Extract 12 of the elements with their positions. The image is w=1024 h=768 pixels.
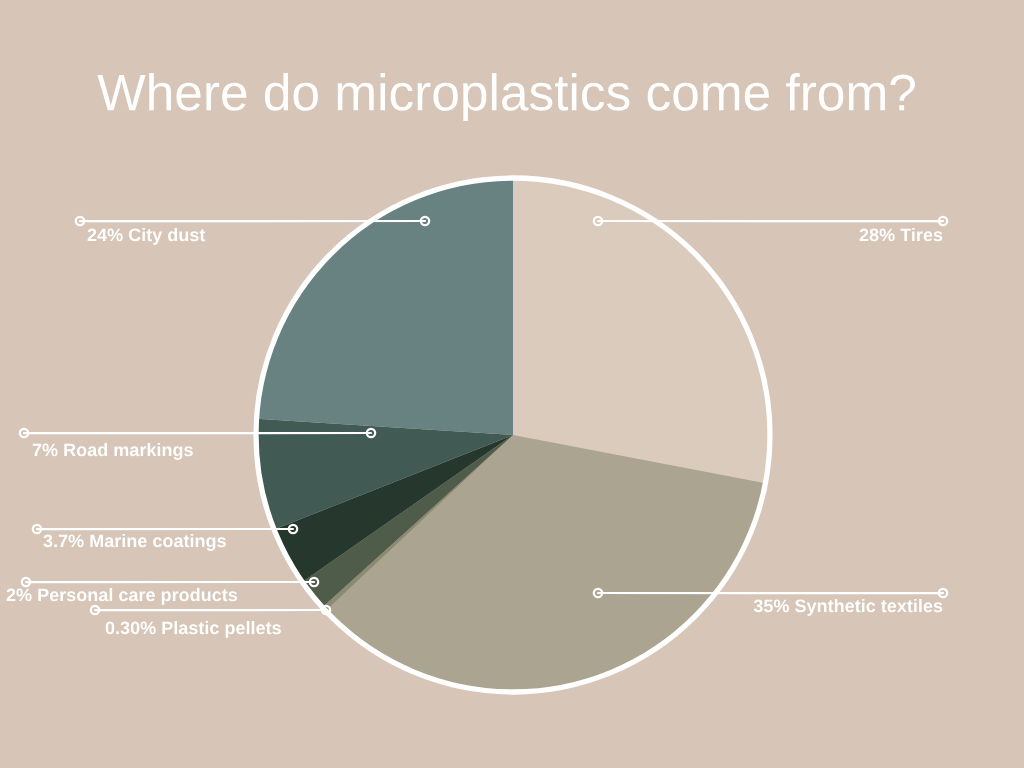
slice-label: 24% City dust <box>87 228 206 245</box>
slice-label: 0.30% Plastic pellets <box>105 621 281 638</box>
slice-label: 7% Road markings <box>32 443 193 460</box>
pie-slice <box>513 178 770 484</box>
slice-label: 2% Personal care products <box>6 588 238 605</box>
pie-slice <box>256 178 513 435</box>
slice-label: 3.7% Marine coatings <box>43 534 226 551</box>
pie-slice <box>256 418 513 530</box>
pie-slice <box>274 435 513 583</box>
chart-title: Where do microplastics come from? <box>97 73 915 121</box>
slice-label: 28% Tires <box>859 228 943 242</box>
slice-label: 35% Synthetic textiles <box>753 599 943 616</box>
